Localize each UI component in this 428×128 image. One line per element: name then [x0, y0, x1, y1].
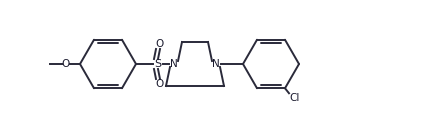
Text: O: O [156, 79, 164, 89]
Text: O: O [62, 59, 70, 69]
Text: N: N [170, 59, 178, 69]
Text: Cl: Cl [290, 93, 300, 103]
Text: N: N [212, 59, 220, 69]
Text: O: O [156, 39, 164, 49]
Text: S: S [155, 59, 161, 69]
